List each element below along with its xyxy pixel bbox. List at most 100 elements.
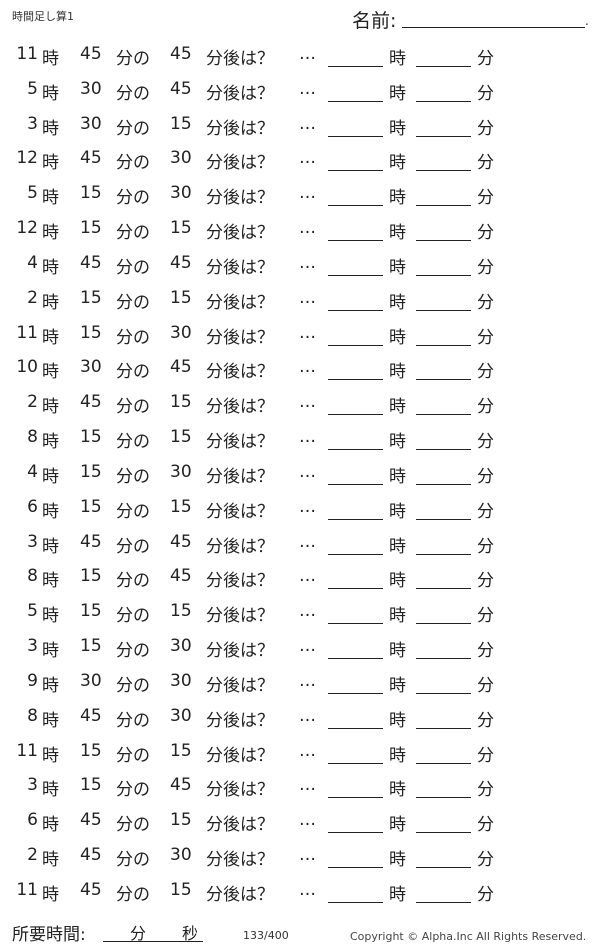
answer-hour-field[interactable]: [328, 762, 383, 764]
ellipsis: …: [299, 113, 316, 134]
answer-minute-field[interactable]: [416, 135, 471, 137]
add-minutes: 45: [170, 252, 192, 273]
ellipsis: …: [299, 496, 316, 517]
answer-hour-field[interactable]: [328, 344, 383, 346]
answer-hour-field[interactable]: [328, 518, 383, 520]
min-after-label: 分後は？: [206, 780, 274, 801]
answer-hour-field[interactable]: [328, 205, 383, 207]
name-end-dot: .: [585, 14, 589, 28]
answer-minute-field[interactable]: [416, 100, 471, 102]
problem-minute: 45: [80, 705, 102, 726]
min-after-label: 分後は？: [206, 536, 274, 557]
answer-hour-field[interactable]: [328, 797, 383, 799]
answer-minute-field[interactable]: [416, 240, 471, 242]
time-taken-label: 所要時間:: [12, 925, 86, 945]
answer-hour-field[interactable]: [328, 658, 383, 660]
ellipsis: …: [299, 775, 316, 796]
answer-hour-field[interactable]: [328, 553, 383, 555]
add-minutes: 30: [170, 148, 192, 169]
hour-label: 時: [42, 536, 59, 557]
answer-minute-field[interactable]: [416, 449, 471, 451]
answer-minute-field[interactable]: [416, 205, 471, 207]
answer-hour-field[interactable]: [328, 727, 383, 729]
name-field[interactable]: [402, 27, 585, 28]
answer-minute-label: 分: [477, 83, 494, 104]
answer-hour-label: 時: [389, 606, 406, 627]
add-minutes: 15: [170, 427, 192, 448]
problem-hour: 2: [27, 287, 38, 308]
answer-minute-field[interactable]: [416, 379, 471, 381]
answer-minute-label: 分: [477, 606, 494, 627]
answer-hour-label: 時: [389, 815, 406, 836]
answer-hour-field[interactable]: [328, 100, 383, 102]
answer-hour-field[interactable]: [328, 867, 383, 869]
answer-hour-field[interactable]: [328, 379, 383, 381]
answer-minute-field[interactable]: [416, 692, 471, 694]
answer-hour-field[interactable]: [328, 692, 383, 694]
answer-minute-field[interactable]: [416, 901, 471, 903]
min-after-label: 分後は？: [206, 49, 274, 69]
answer-hour-field[interactable]: [328, 274, 383, 276]
problem-hour: 8: [27, 427, 38, 448]
hour-label: 時: [42, 118, 59, 139]
problem-row: 5 時 30 分の 45 分後は？… 時分: [0, 79, 600, 109]
answer-minute-field[interactable]: [416, 762, 471, 764]
answer-minute-field[interactable]: [416, 309, 471, 311]
answer-hour-field[interactable]: [328, 66, 383, 67]
answer-minute-field[interactable]: [416, 518, 471, 520]
problem-row: 5 時 15 分の 15 分後は？… 時分: [0, 601, 600, 631]
add-minutes: 15: [170, 218, 192, 239]
min-no-label: 分の: [116, 397, 150, 418]
min-after-label: 分後は？: [206, 501, 274, 522]
answer-minute-field[interactable]: [416, 623, 471, 625]
answer-minute-field[interactable]: [416, 658, 471, 660]
answer-minute-field[interactable]: [416, 832, 471, 834]
answer-minute-field[interactable]: [416, 588, 471, 590]
problem-row: 8 時 15 分の 45 分後は？… 時分: [0, 566, 600, 596]
answer-hour-field[interactable]: [328, 588, 383, 590]
time-taken-field[interactable]: [103, 941, 203, 942]
answer-hour-field[interactable]: [328, 309, 383, 311]
answer-minute-field[interactable]: [416, 483, 471, 485]
answer-hour-field[interactable]: [328, 414, 383, 416]
answer-minute-field[interactable]: [416, 553, 471, 555]
problem-minute: 45: [80, 392, 102, 413]
answer-minute-field[interactable]: [416, 170, 471, 172]
min-after-label: 分後は？: [206, 710, 274, 731]
answer-hour-field[interactable]: [328, 240, 383, 242]
answer-hour-field[interactable]: [328, 623, 383, 625]
min-no-label: 分の: [116, 571, 150, 592]
hour-label: 時: [42, 641, 59, 662]
answer-minute-field[interactable]: [416, 66, 471, 67]
answer-minute-field[interactable]: [416, 867, 471, 869]
answer-hour-label: 時: [389, 432, 406, 453]
answer-hour-field[interactable]: [328, 135, 383, 137]
ellipsis: …: [299, 218, 316, 239]
answer-minute-field[interactable]: [416, 727, 471, 729]
hour-label: 時: [42, 397, 59, 418]
answer-minute-field[interactable]: [416, 274, 471, 276]
answer-hour-field[interactable]: [328, 449, 383, 451]
answer-minute-field[interactable]: [416, 797, 471, 799]
ellipsis: …: [299, 705, 316, 726]
hour-label: 時: [42, 780, 59, 801]
problem-minute: 15: [80, 183, 102, 204]
min-no-label: 分の: [116, 466, 150, 487]
min-after-label: 分後は？: [206, 571, 274, 592]
problem-minute: 15: [80, 287, 102, 308]
problem-row: 10 時 30 分の 45 分後は？… 時分: [0, 357, 600, 387]
min-no-label: 分の: [116, 292, 150, 313]
answer-hour-field[interactable]: [328, 832, 383, 834]
answer-minute-field[interactable]: [416, 414, 471, 416]
problem-hour: 2: [27, 845, 38, 866]
answer-hour-field[interactable]: [328, 170, 383, 172]
answer-hour-field[interactable]: [328, 901, 383, 903]
answer-minute-field[interactable]: [416, 344, 471, 346]
add-minutes: 15: [170, 287, 192, 308]
ellipsis: …: [299, 252, 316, 273]
problem-minute: 30: [80, 670, 102, 691]
answer-hour-field[interactable]: [328, 483, 383, 485]
hour-label: 時: [42, 850, 59, 871]
answer-minute-label: 分: [477, 536, 494, 557]
